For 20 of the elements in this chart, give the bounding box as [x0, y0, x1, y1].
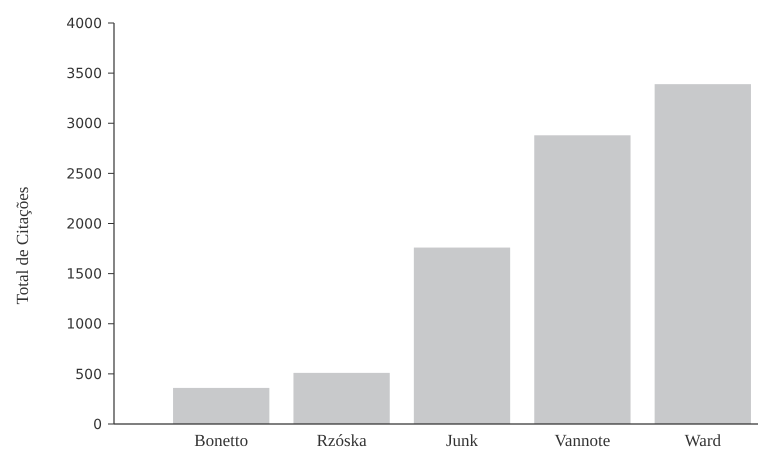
x-tick-label: Ward [684, 431, 722, 450]
x-tick-label: Vannote [554, 431, 610, 450]
x-tick-label: Rzóska [316, 431, 368, 450]
y-tick-label: 1000 [66, 316, 102, 333]
x-tick-label: Junk [446, 431, 479, 450]
y-tick-label: 2000 [66, 216, 102, 232]
y-tick-label: 500 [75, 366, 102, 383]
bar [534, 135, 631, 424]
y-tick-label: 1500 [66, 266, 102, 283]
bar [414, 248, 510, 424]
bar [654, 84, 751, 424]
y-tick-label: 4000 [66, 16, 102, 32]
bar [173, 388, 270, 424]
y-tick-label: 3500 [66, 66, 102, 82]
y-axis-title: Total de Citações [13, 186, 32, 304]
y-tick-label: 0 [93, 416, 102, 433]
y-tick-label: 2500 [66, 166, 102, 182]
y-tick-label: 3000 [66, 116, 102, 132]
x-tick-label: Bonetto [194, 431, 248, 450]
bar [293, 372, 390, 424]
